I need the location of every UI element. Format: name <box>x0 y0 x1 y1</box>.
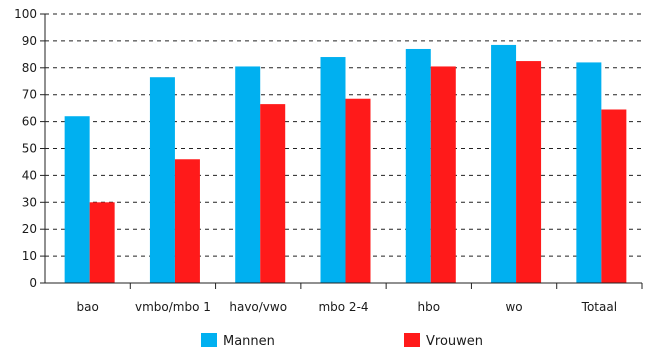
x-tick-label: Totaal <box>581 300 617 314</box>
bar-mannen-1 <box>149 77 175 283</box>
y-tick-label: 30 <box>22 195 37 209</box>
legend-label-mannen: Mannen <box>223 334 275 349</box>
y-tick-label: 90 <box>22 34 37 48</box>
bar-vrouwen-5 <box>516 61 542 284</box>
x-tick-label: bao <box>76 300 98 314</box>
bar-vrouwen-4 <box>430 66 456 283</box>
x-tick-label: wo <box>505 300 522 314</box>
bar-vrouwen-2 <box>260 104 286 284</box>
bar-vrouwen-3 <box>345 98 371 283</box>
x-tick-label: hbo <box>417 300 440 314</box>
x-tick-label: havo/vwo <box>229 300 287 314</box>
bar-vrouwen-1 <box>174 159 200 283</box>
bar-vrouwen-6 <box>601 109 627 284</box>
legend-swatch-vrouwen <box>404 333 420 347</box>
y-tick-label: 50 <box>22 142 37 156</box>
y-tick-label: 10 <box>22 249 37 263</box>
bar-mannen-2 <box>235 66 261 283</box>
bar-mannen-4 <box>405 48 431 283</box>
bar-mannen-3 <box>320 57 346 283</box>
y-tick-label: 60 <box>22 115 37 129</box>
y-tick-label: 100 <box>14 7 37 21</box>
y-tick-label: 40 <box>22 168 37 182</box>
bar-mannen-6 <box>576 62 602 283</box>
bar-mannen-5 <box>491 44 517 284</box>
bar-vrouwen-0 <box>89 202 115 283</box>
bar-mannen-0 <box>64 116 90 283</box>
x-tick-label: mbo 2-4 <box>318 300 368 314</box>
y-tick-label: 80 <box>22 61 37 75</box>
legend-swatch-mannen <box>201 333 217 347</box>
y-tick-label: 0 <box>29 276 37 290</box>
y-tick-label: 20 <box>22 222 37 236</box>
legend-label-vrouwen: Vrouwen <box>426 334 483 349</box>
y-tick-label: 70 <box>22 88 37 102</box>
x-tick-label: vmbo/mbo 1 <box>135 300 211 314</box>
